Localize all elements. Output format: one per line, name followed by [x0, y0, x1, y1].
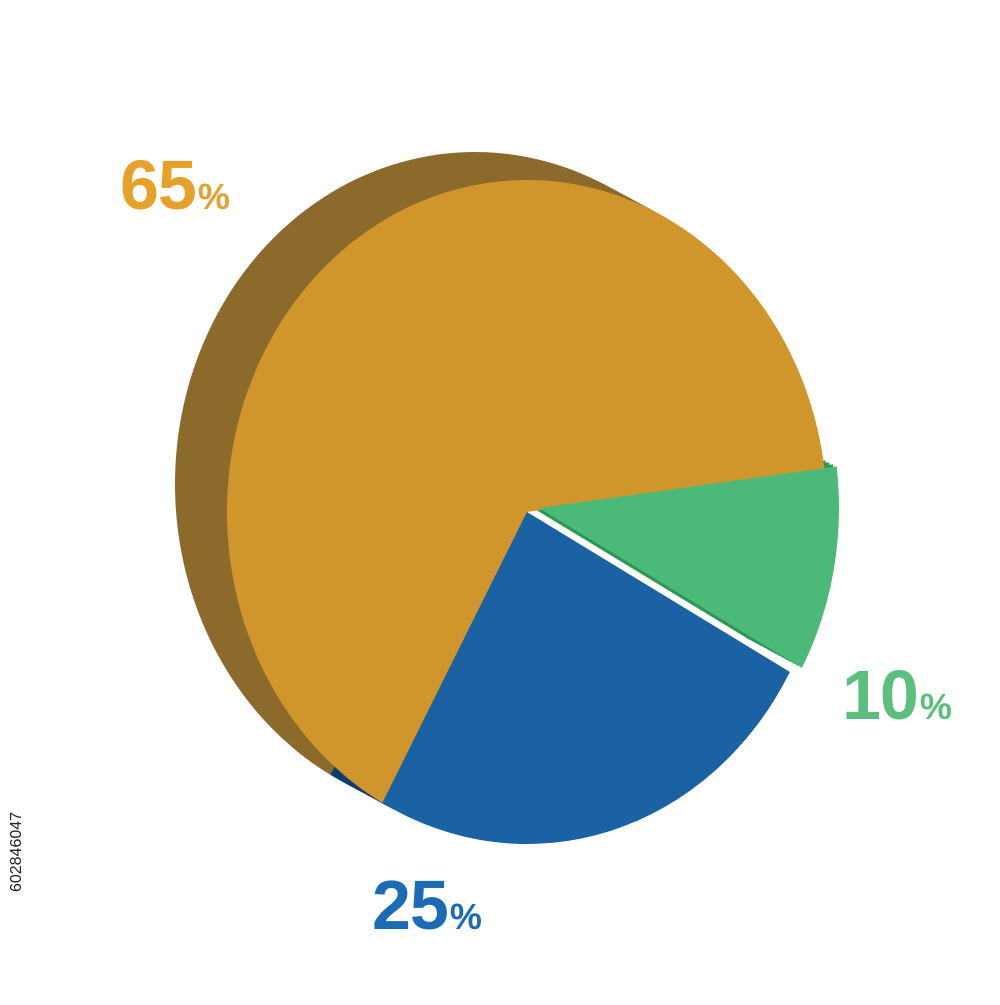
slice-label-65: 65%	[120, 146, 230, 224]
pie-top-group	[226, 180, 839, 844]
slice-label-25: 25%	[372, 866, 482, 944]
pie-slice-10	[539, 466, 839, 668]
stock-id: 602846047	[8, 811, 25, 893]
slice-label-10: 10%	[842, 656, 952, 734]
pie-slice-65	[226, 180, 825, 803]
pie-slice-25	[382, 512, 790, 844]
